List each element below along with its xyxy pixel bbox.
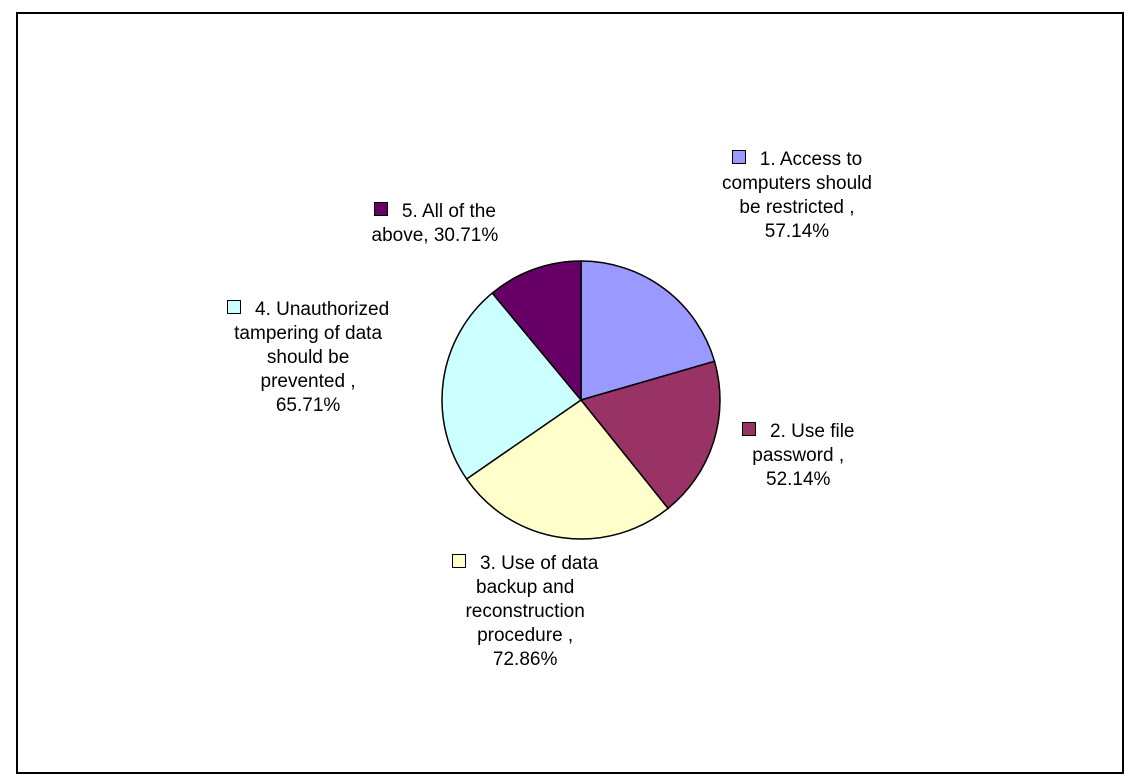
data-label-line: computers should <box>722 172 872 196</box>
data-label-line: tampering of data <box>227 322 389 346</box>
data-label-line: 65.71% <box>227 394 389 418</box>
data-label-line: 52.14% <box>742 468 854 492</box>
data-label-line: 57.14% <box>722 220 872 244</box>
data-label-text: 3. Use of data <box>480 553 599 574</box>
legend-swatch-icon <box>452 554 466 568</box>
legend-swatch-icon <box>227 300 241 314</box>
data-label-text: 72.86% <box>492 649 558 670</box>
data-label-line: 4. Unauthorized <box>227 298 389 322</box>
data-label-line: reconstruction <box>452 600 598 624</box>
data-label-text: backup and <box>476 577 575 598</box>
pie-slice-3 <box>465 398 670 540</box>
data-label-text: procedure , <box>477 625 574 646</box>
data-label-line: should be <box>227 346 389 370</box>
data-label-line: 2. Use file <box>742 420 854 444</box>
pie-slice-5 <box>491 260 582 403</box>
pie-slices <box>441 260 721 540</box>
data-label-text: tampering of data <box>234 323 383 344</box>
data-label-1: 1. Access to computers should be restricte… <box>722 148 872 244</box>
data-label-text: 57.14% <box>764 221 830 242</box>
data-label-line: be restricted , <box>722 196 872 220</box>
data-label-line: procedure , <box>452 624 598 648</box>
data-label-text: prevented , <box>260 371 356 392</box>
pie-slice-1 <box>580 260 716 401</box>
data-label-text: computers should <box>722 173 872 194</box>
data-label-5: 5. All of the above, 30.71% <box>372 200 499 248</box>
pie-slice-2 <box>579 360 721 510</box>
data-label-4: 4. Unauthorized tampering of data should b… <box>227 298 389 418</box>
data-label-text: 65.71% <box>275 395 341 416</box>
data-label-2: 2. Use file password , 52.14% <box>742 420 854 492</box>
data-label-text: 2. Use file <box>770 421 855 442</box>
data-label-line: above, 30.71% <box>372 224 499 248</box>
data-label-text: be restricted , <box>739 197 855 218</box>
data-label-text: password , <box>752 445 845 466</box>
data-label-line: 1. Access to <box>722 148 872 172</box>
legend-swatch-icon <box>373 202 388 216</box>
data-label-line: prevented , <box>227 370 389 394</box>
data-label-line: password , <box>742 444 854 468</box>
data-label-text: 5. All of the <box>401 201 496 222</box>
data-label-text: 4. Unauthorized <box>255 299 390 320</box>
data-label-line: backup and <box>452 576 598 600</box>
pie-slice-4 <box>441 291 583 480</box>
data-label-line: 3. Use of data <box>452 552 598 576</box>
data-label-text: reconstruction <box>465 601 585 622</box>
legend-swatch-icon <box>742 422 756 436</box>
data-label-text: above, 30.71% <box>371 225 499 246</box>
data-label-line: 72.86% <box>452 648 598 672</box>
data-label-line: 5. All of the <box>372 200 499 224</box>
data-label-text: 52.14% <box>766 469 831 490</box>
legend-swatch-icon <box>731 150 746 164</box>
data-label-3: 3. Use of data backup and reconstruction pr… <box>452 552 598 672</box>
data-label-text: 1. Access to <box>759 149 863 170</box>
data-label-text: should be <box>266 347 350 368</box>
